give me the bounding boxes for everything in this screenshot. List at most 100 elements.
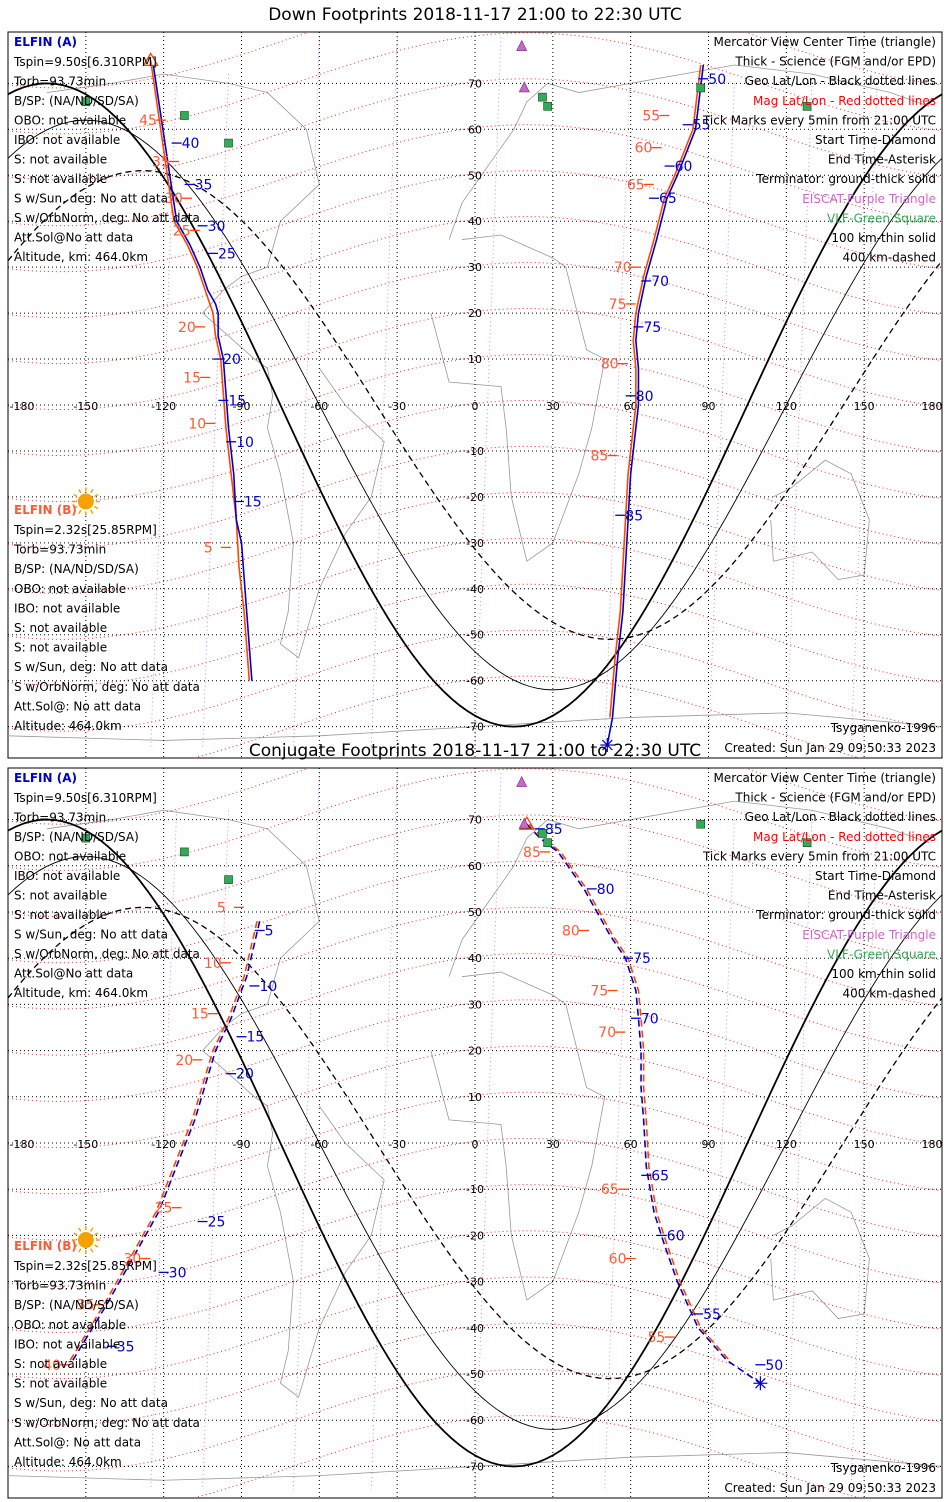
tick-label-b: 85: [523, 845, 541, 861]
lon-label: -90: [233, 400, 251, 413]
down-footprints-map: -180 -150 -120 -90 -60 -30 0 30 60 90 120 150 180 70 6…: [7, 31, 943, 759]
legend-line: Terminator: ground-thick solid: [755, 172, 936, 186]
tick-label-a: 85: [545, 822, 563, 838]
mag-lat-line: [8, 906, 942, 1010]
tick-label-b: 70: [614, 260, 632, 276]
lon-label: 120: [776, 1138, 797, 1151]
legend-line: Geo Lat/Lon - Black dotted lines: [745, 74, 936, 88]
lon-label: -150: [73, 1138, 98, 1151]
elfin-a-info-line: Att.Sol@No att data: [14, 967, 133, 981]
mag-lat-line: [8, 629, 942, 732]
tick-label-a: 75: [633, 951, 651, 967]
lat-label: 60: [468, 123, 482, 136]
lon-label: -150: [73, 400, 98, 413]
elfin-a-info-line: Tspin=9.50s[6.310RPM]: [13, 55, 157, 69]
elfin-b-info-line: Att.Sol@: No att data: [14, 1435, 141, 1449]
conjugate-panel-title: Conjugate Footprints 2018-11-17 21:00 to…: [248, 741, 702, 761]
tick-label-a: 80: [636, 389, 654, 405]
elfin-b-info-line: S: not available: [14, 641, 107, 655]
tick-label-a: 55: [693, 118, 711, 134]
lat-label: 70: [468, 814, 482, 827]
legend-line: Start Time-Diamond: [815, 133, 936, 147]
lat-label: 20: [468, 1045, 482, 1058]
legend-line: 100 km-thin solid: [831, 231, 936, 245]
satellite-track: [609, 64, 702, 718]
tick-label-b: 85: [591, 449, 609, 465]
elfin-b-info-line: B/SP: (NA/ND/SD/SA): [14, 562, 139, 576]
lon-label: 30: [546, 400, 560, 413]
tick-label-a: 5: [265, 923, 274, 939]
lat-label: 50: [468, 906, 482, 919]
mag-lat-line: [8, 999, 942, 1102]
lat-label: -30: [466, 1276, 484, 1289]
vlf-station-icon: [224, 138, 233, 148]
mag-lat-line: [8, 445, 942, 548]
lat-label: 20: [468, 307, 482, 320]
lat-label: 40: [468, 952, 482, 965]
mag-lat-line: [8, 308, 942, 411]
satellite-track: [526, 823, 761, 1384]
lon-label: 120: [776, 400, 797, 413]
elfin-a-info-line: S: not available: [14, 153, 107, 167]
lat-label: -40: [466, 1322, 484, 1335]
tick-label-b: 20: [178, 320, 196, 336]
lat-label: 30: [468, 261, 482, 274]
end-time-marker: [755, 1377, 766, 1389]
elfin-b-info-line: S w/OrbNorm, deg: No att data: [14, 680, 200, 694]
elfin-b-info-line: Altitude: 464.0km: [14, 1455, 122, 1469]
mlt-line: [474, 37, 502, 750]
tick-label-a: 25: [218, 246, 236, 262]
tick-label-b: 10: [204, 956, 222, 972]
mlt-line: [150, 74, 178, 750]
vlf-station-icon: [180, 111, 189, 120]
mag-lat-line: [8, 124, 942, 227]
lat-label: -30: [466, 537, 484, 550]
elfin-a-info-line: IBO: not available: [14, 133, 120, 147]
terminator-100km: [8, 856, 942, 1430]
elfin-b-info-line: Tspin=2.32s[25.85RPM]: [13, 1259, 157, 1273]
lon-label: 150: [854, 1138, 875, 1151]
mag-lat-line: [8, 768, 942, 871]
legend-line: 100 km-thin solid: [831, 967, 936, 981]
lat-label: 30: [468, 998, 482, 1011]
lon-label: 180: [922, 400, 943, 413]
terminator-100km: [8, 119, 942, 691]
elfin-a-info-line: Torb=93.73min: [13, 811, 106, 825]
elfin-a-info-line: Altitude, km: 464.0km: [14, 986, 148, 1000]
coastline: [448, 64, 930, 240]
lon-label: 0: [472, 400, 479, 413]
elfin-a-info-line: B/SP: (NA/ND/SD/SA): [14, 830, 139, 844]
tick-label-b: 15: [183, 370, 201, 386]
vlf-station-icon: [802, 838, 812, 847]
tick-label-a: 30: [169, 1265, 187, 1281]
legend-line: Terminator: ground-thick solid: [755, 908, 936, 922]
terminator-ground: [8, 82, 942, 728]
elfin-b-info-line: Altitude: 464.0km: [14, 719, 122, 733]
lat-label: 10: [468, 353, 482, 366]
elfin-b-info-line: Torb=93.73min: [13, 1279, 106, 1293]
tick-label-b: 15: [191, 1007, 209, 1023]
terminator-ground: [8, 818, 942, 1468]
lat-label: 10: [468, 1091, 482, 1104]
elfin-a-info-line: OBO: not available: [14, 850, 126, 864]
lon-label: -60: [310, 1138, 328, 1151]
vlf-station-icon: [543, 102, 552, 111]
vlf-station-icon: [696, 83, 706, 93]
tick-label-b: 5: [204, 540, 213, 556]
elfin-b-info-line: OBO: not available: [14, 1318, 126, 1332]
lon-label: -120: [151, 400, 176, 413]
legend-line: EISCAT-Purple Triangle: [802, 192, 936, 206]
tick-label-b: 65: [627, 177, 645, 193]
mag-lat-line: [8, 491, 942, 594]
eiscat-station-icon: [518, 81, 530, 93]
sun-icon: [71, 487, 100, 516]
tick-label-a: 80: [597, 882, 615, 898]
lon-label: -180: [10, 400, 35, 413]
tick-label-b: 10: [188, 416, 206, 432]
legend-line: Thick - Science (FGM and/or EPD): [734, 791, 936, 805]
eiscat-station-icon: [516, 39, 528, 51]
created-timestamp: Created: Sun Jan 29 09:50:33 2023: [724, 741, 936, 755]
coastline: [770, 459, 870, 581]
lon-label: 30: [546, 1138, 560, 1151]
lat-label: -20: [466, 491, 484, 504]
